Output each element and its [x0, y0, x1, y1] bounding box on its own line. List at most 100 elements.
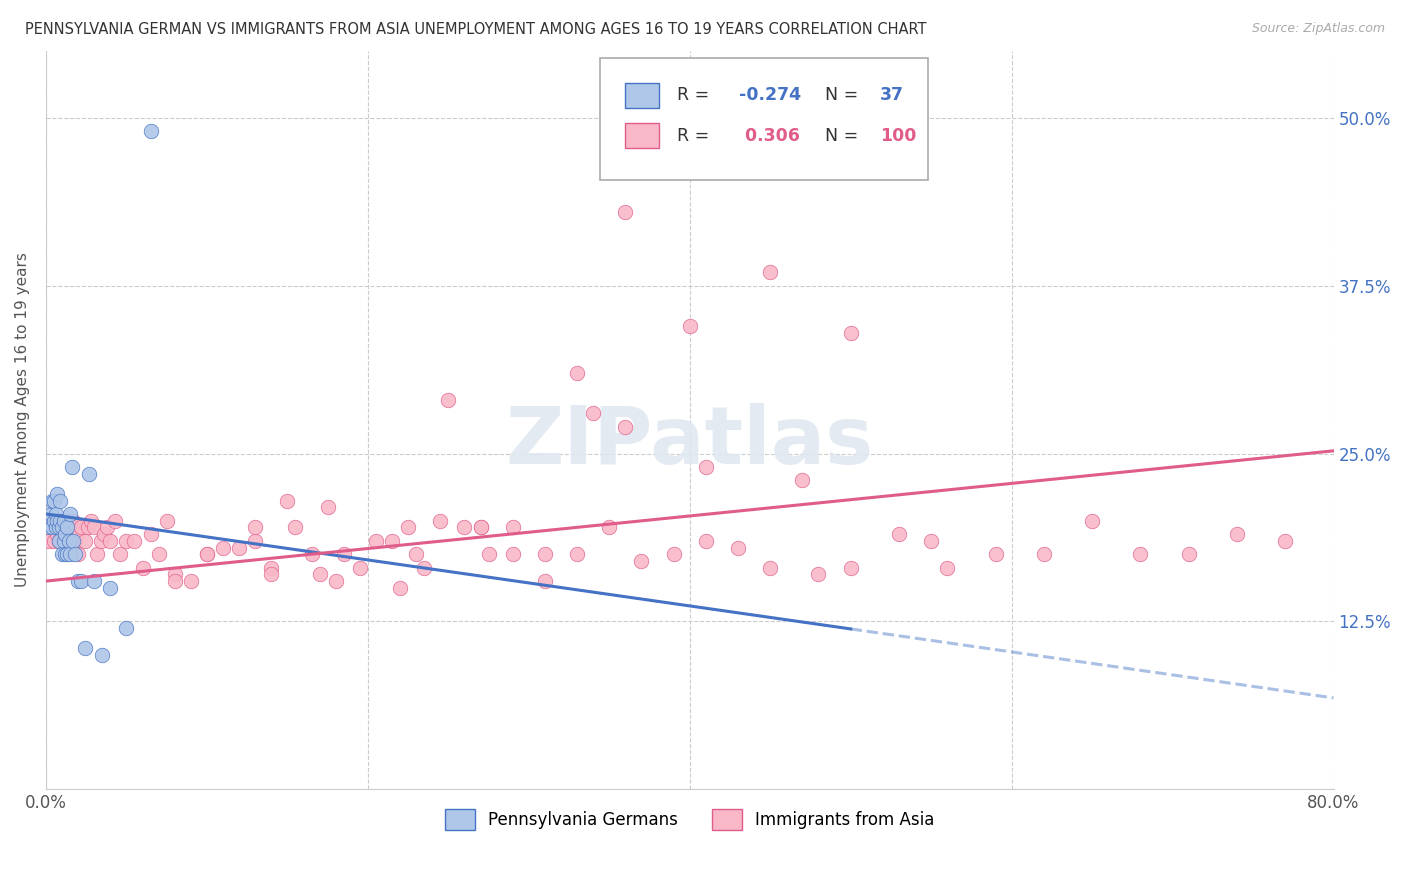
Point: [42, 514, 65, 528]
Point: [364, 533, 387, 548]
Point: [695, 459, 717, 474]
Point: [131, 560, 153, 574]
Point: [98, 581, 121, 595]
Text: ZIPatlas: ZIPatlas: [506, 403, 875, 481]
Point: [614, 204, 637, 219]
Point: [67, 547, 90, 561]
Point: [260, 567, 283, 582]
Point: [565, 366, 588, 380]
Point: [58, 520, 80, 534]
Point: [1081, 514, 1104, 528]
Point: [115, 621, 138, 635]
Text: R =: R =: [676, 127, 714, 145]
Point: [46, 487, 69, 501]
Point: [792, 474, 814, 488]
Point: [104, 514, 127, 528]
Y-axis label: Unemployment Among Ages 16 to 19 years: Unemployment Among Ages 16 to 19 years: [15, 252, 30, 588]
Point: [67, 574, 90, 588]
Point: [59, 533, 82, 548]
Point: [56, 547, 79, 561]
Point: [46, 514, 69, 528]
Point: [759, 560, 782, 574]
Point: [115, 533, 138, 548]
Point: [53, 527, 76, 541]
Point: [260, 560, 283, 574]
Point: [83, 574, 105, 588]
Point: [920, 533, 942, 548]
Point: [139, 527, 162, 541]
Legend: Pennsylvania Germans, Immigrants from Asia: Pennsylvania Germans, Immigrants from As…: [439, 803, 941, 837]
Point: [245, 533, 267, 548]
Point: [325, 574, 347, 588]
Point: [56, 520, 79, 534]
Text: N =: N =: [825, 127, 863, 145]
Point: [228, 541, 250, 555]
Point: [381, 533, 404, 548]
Point: [429, 514, 451, 528]
Point: [245, 520, 267, 534]
Point: [49, 493, 72, 508]
Text: N =: N =: [825, 87, 863, 104]
Point: [41, 514, 63, 528]
Point: [48, 533, 70, 548]
Point: [70, 574, 93, 588]
Point: [565, 547, 588, 561]
Point: [38, 533, 60, 548]
Point: [41, 520, 63, 534]
Point: [49, 514, 72, 528]
Point: [887, 527, 910, 541]
Text: PENNSYLVANIA GERMAN VS IMMIGRANTS FROM ASIA UNEMPLOYMENT AMONG AGES 16 TO 19 YEA: PENNSYLVANIA GERMAN VS IMMIGRANTS FROM A…: [25, 22, 927, 37]
Point: [79, 467, 101, 481]
Point: [332, 547, 354, 561]
Point: [83, 520, 105, 534]
FancyBboxPatch shape: [626, 123, 659, 148]
Text: 37: 37: [880, 87, 904, 104]
Point: [405, 547, 427, 561]
Point: [39, 520, 62, 534]
Point: [53, 547, 76, 561]
Point: [1032, 547, 1054, 561]
Point: [839, 326, 862, 340]
Point: [1177, 547, 1199, 561]
Text: -0.274: -0.274: [738, 87, 801, 104]
Point: [598, 520, 620, 534]
Point: [51, 520, 73, 534]
Point: [839, 560, 862, 574]
Point: [148, 547, 170, 561]
Point: [56, 514, 79, 528]
Point: [48, 520, 70, 534]
Point: [90, 533, 112, 548]
Point: [38, 520, 60, 534]
Point: [662, 547, 685, 561]
Point: [163, 574, 186, 588]
Point: [614, 419, 637, 434]
Point: [52, 533, 75, 548]
Point: [45, 507, 67, 521]
Point: [212, 541, 235, 555]
Point: [48, 533, 70, 548]
Point: [163, 567, 186, 582]
Point: [679, 318, 702, 333]
Point: [349, 560, 371, 574]
Text: Source: ZipAtlas.com: Source: ZipAtlas.com: [1251, 22, 1385, 36]
Point: [727, 541, 749, 555]
Point: [276, 493, 298, 508]
Point: [45, 520, 67, 534]
Point: [759, 265, 782, 279]
Point: [59, 507, 82, 521]
Point: [96, 520, 118, 534]
Point: [76, 520, 98, 534]
Point: [477, 547, 499, 561]
Point: [139, 124, 162, 138]
Text: R =: R =: [676, 87, 714, 104]
Point: [62, 514, 84, 528]
Point: [389, 581, 412, 595]
Point: [534, 547, 557, 561]
Point: [195, 547, 218, 561]
Point: [91, 648, 114, 662]
Point: [502, 520, 524, 534]
Point: [284, 520, 307, 534]
Text: 100: 100: [880, 127, 917, 145]
Point: [437, 392, 460, 407]
Point: [413, 560, 436, 574]
